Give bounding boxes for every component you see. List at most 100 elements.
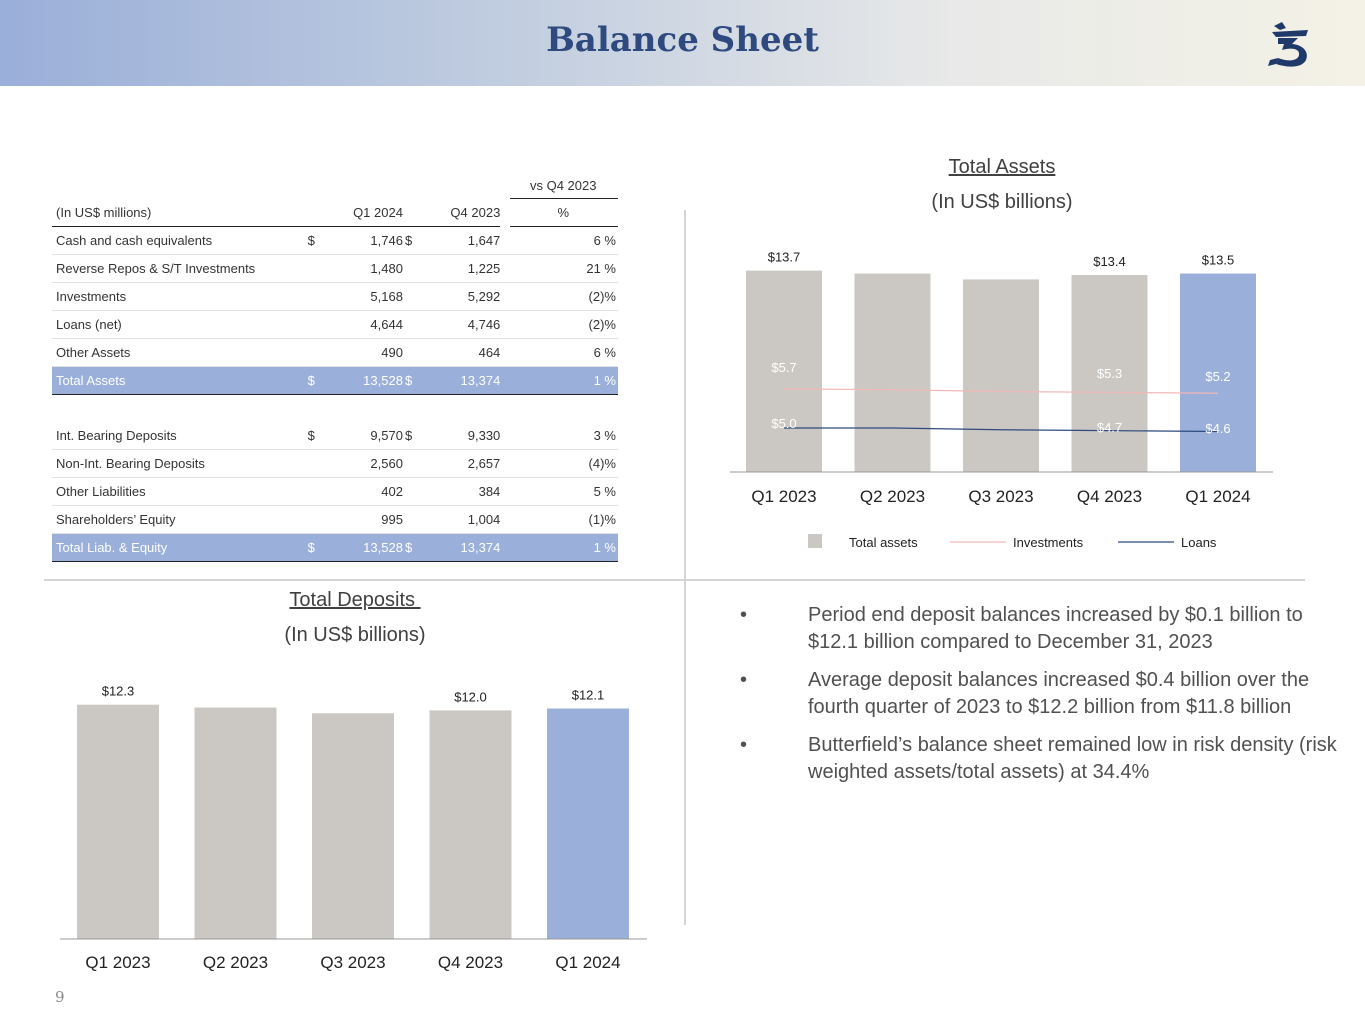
deposits-bar (429, 710, 512, 939)
row-q4-2023-value: 13,374 (419, 533, 501, 562)
row-currency (305, 505, 322, 534)
bullet-dot: • (740, 669, 748, 691)
row-q4-2023-value: 384 (419, 477, 501, 506)
table-row: Int. Bearing Deposits $9,570 $9,330 3 % (52, 422, 618, 450)
table-total-row: Total Liab. & Equity $13,528 $13,374 1 % (52, 533, 618, 562)
row-label: Other Liabilities (52, 477, 306, 506)
vs-header: vs Q4 2023 (510, 172, 618, 199)
investments-line (783, 388, 1219, 394)
assets-bar (963, 279, 1039, 472)
deposits-chart-subtitle: (In US$ billions) (284, 624, 426, 646)
deposits-chart-title-block: Total Deposits (In US$ billions) (200, 589, 510, 647)
row-pct-change: 3 % (510, 422, 618, 450)
assets-bar-label: $13.4 (1093, 254, 1126, 269)
row-currency: $ (305, 366, 322, 395)
row-q4-2023-value: 4,746 (419, 310, 501, 339)
assets-bar (1071, 275, 1148, 472)
row-q4-2023-value: 1,225 (419, 254, 501, 283)
assets-chart-title-block: Total Assets (In US$ billions) (850, 156, 1154, 214)
assets-x-tick-label: Q4 2023 (1077, 487, 1142, 506)
row-currency: $ (305, 422, 322, 450)
row-currency: $ (402, 422, 420, 450)
row-q4-2023-value: 1,647 (419, 226, 501, 255)
total-assets-chart: $13.7 $13.4 $13.5 $5.7 $5.3 $5.2 $5.0 $4.7 $4.6 Q… (730, 250, 1273, 550)
row-currency (402, 254, 420, 283)
row-currency: $ (402, 226, 420, 255)
row-q4-2023-value: 2,657 (419, 449, 501, 478)
row-q1-2024-value: 490 (321, 338, 403, 367)
page-title: Balance Sheet (546, 20, 819, 60)
row-q1-2024-value: 995 (321, 505, 403, 534)
assets-x-tick-label: Q1 2024 (1185, 487, 1250, 506)
row-pct-change: (4)% (510, 449, 618, 478)
legend-label-investments: Investments (1013, 535, 1084, 550)
table-row: Cash and cash equivalents $1,746 $1,647 6 % (52, 226, 618, 255)
assets-bar-label: $13.5 (1202, 253, 1235, 268)
investments-data-label: $5.3 (1097, 366, 1122, 381)
row-currency: $ (402, 533, 420, 562)
row-q1-2024-value: 1,480 (321, 254, 403, 283)
row-q4-2023-value: 1,004 (419, 505, 501, 534)
balance-sheet-table: vs Q4 2023 (In US$ millions) Q1 2024 Q4 … (52, 172, 618, 562)
row-q4-2023-value: 464 (419, 338, 501, 367)
row-pct-change: 1 % (510, 533, 618, 562)
assets-x-tick-label: Q1 2023 (751, 487, 816, 506)
deposits-x-tick-label: Q1 2023 (85, 953, 150, 972)
row-pct-change: 6 % (510, 338, 618, 367)
commentary-bullets: • Period end deposit balances increased b… (732, 602, 1342, 797)
table-row: Reverse Repos & S/T Investments 1,480 1,22… (52, 254, 618, 283)
row-label: Other Assets (52, 338, 306, 367)
legend-label-total-assets: Total assets (849, 535, 918, 550)
horizontal-divider (44, 579, 1305, 581)
table-row: Non-Int. Bearing Deposits 2,560 2,657 (4)% (52, 449, 618, 478)
row-pct-change: 21 % (510, 254, 618, 283)
assets-x-tick-label: Q2 2023 (860, 487, 925, 506)
assets-bar (746, 270, 822, 472)
row-q4-2023-value: 9,330 (419, 422, 501, 450)
deposits-x-tick-label: Q2 2023 (203, 953, 268, 972)
table-row: Other Assets 490 464 6 % (52, 338, 618, 367)
total-deposits-chart: $12.3 $12.0 $12.1 Q1 2023 Q2 2023 Q3 2023 Q4 2… (60, 684, 647, 972)
page-number: 9 (55, 988, 65, 1006)
deposits-x-tick-label: Q4 2023 (438, 953, 503, 972)
table-spacer-row (52, 395, 618, 423)
row-label: Investments (52, 282, 306, 311)
table-row: Shareholders’ Equity 995 1,004 (1)% (52, 505, 618, 534)
loans-data-label: $5.0 (771, 416, 796, 431)
row-currency (305, 254, 322, 283)
col-header-q1-2024: Q1 2024 (321, 198, 403, 227)
row-q1-2024-value: 13,528 (321, 533, 403, 562)
deposits-chart-title: Total Deposits (289, 589, 421, 611)
row-pct-change: 5 % (510, 477, 618, 506)
row-label: Shareholders’ Equity (52, 505, 306, 534)
deposits-bar-label: $12.1 (572, 687, 605, 702)
deposits-bar (547, 708, 629, 939)
row-currency (305, 282, 322, 311)
table-row: Loans (net) 4,644 4,746 (2)% (52, 310, 618, 339)
row-pct-change: (2)% (510, 282, 618, 311)
row-pct-change: (1)% (510, 505, 618, 534)
row-q4-2023-value: 5,292 (419, 282, 501, 311)
row-currency (402, 477, 420, 506)
bullet-text: Butterfield’s balance sheet remained low… (808, 734, 1337, 783)
bullet-item: • Period end deposit balances increased b… (732, 602, 1342, 656)
investments-data-label: $5.2 (1205, 369, 1230, 384)
investments-data-label: $5.7 (771, 360, 796, 375)
row-currency (402, 282, 420, 311)
row-label: Int. Bearing Deposits (52, 422, 306, 450)
loans-line (784, 427, 1219, 433)
bullet-item: • Butterfield’s balance sheet remained lo… (732, 732, 1342, 786)
deposits-bar (194, 707, 277, 939)
legend-label-loans: Loans (1181, 535, 1217, 550)
row-currency: $ (305, 533, 322, 562)
row-currency: $ (305, 226, 322, 255)
table-header-top: vs Q4 2023 (52, 172, 618, 199)
vertical-divider (684, 210, 686, 925)
row-label: Reverse Repos & S/T Investments (52, 254, 306, 283)
row-label: Total Liab. & Equity (52, 533, 306, 562)
butterfield-logo (1268, 22, 1308, 67)
row-q1-2024-value: 4,644 (321, 310, 403, 339)
row-label: Non-Int. Bearing Deposits (52, 449, 306, 478)
deposits-bar-label: $12.3 (102, 684, 135, 699)
assets-bar (1180, 273, 1256, 472)
